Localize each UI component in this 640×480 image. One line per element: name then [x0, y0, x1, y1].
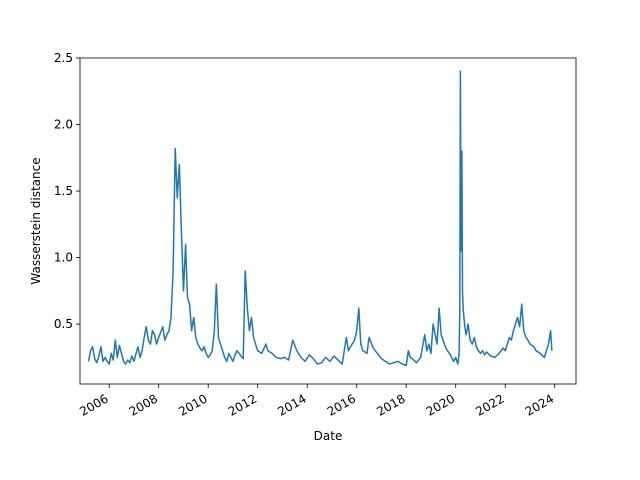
- y-tick-label: 1.5: [54, 184, 73, 198]
- y-tick-label: 0.5: [54, 317, 73, 331]
- y-tick-label: 2.5: [54, 51, 73, 65]
- y-tick-label: 2.0: [54, 118, 73, 132]
- series-line-0: [87, 70, 553, 367]
- x-axis-label: Date: [314, 429, 343, 443]
- y-tick-label: 1.0: [54, 251, 73, 265]
- y-axis-label: Wasserstein distance: [29, 157, 43, 284]
- plot-layer: [87, 70, 553, 367]
- axes-frame: [79, 57, 577, 385]
